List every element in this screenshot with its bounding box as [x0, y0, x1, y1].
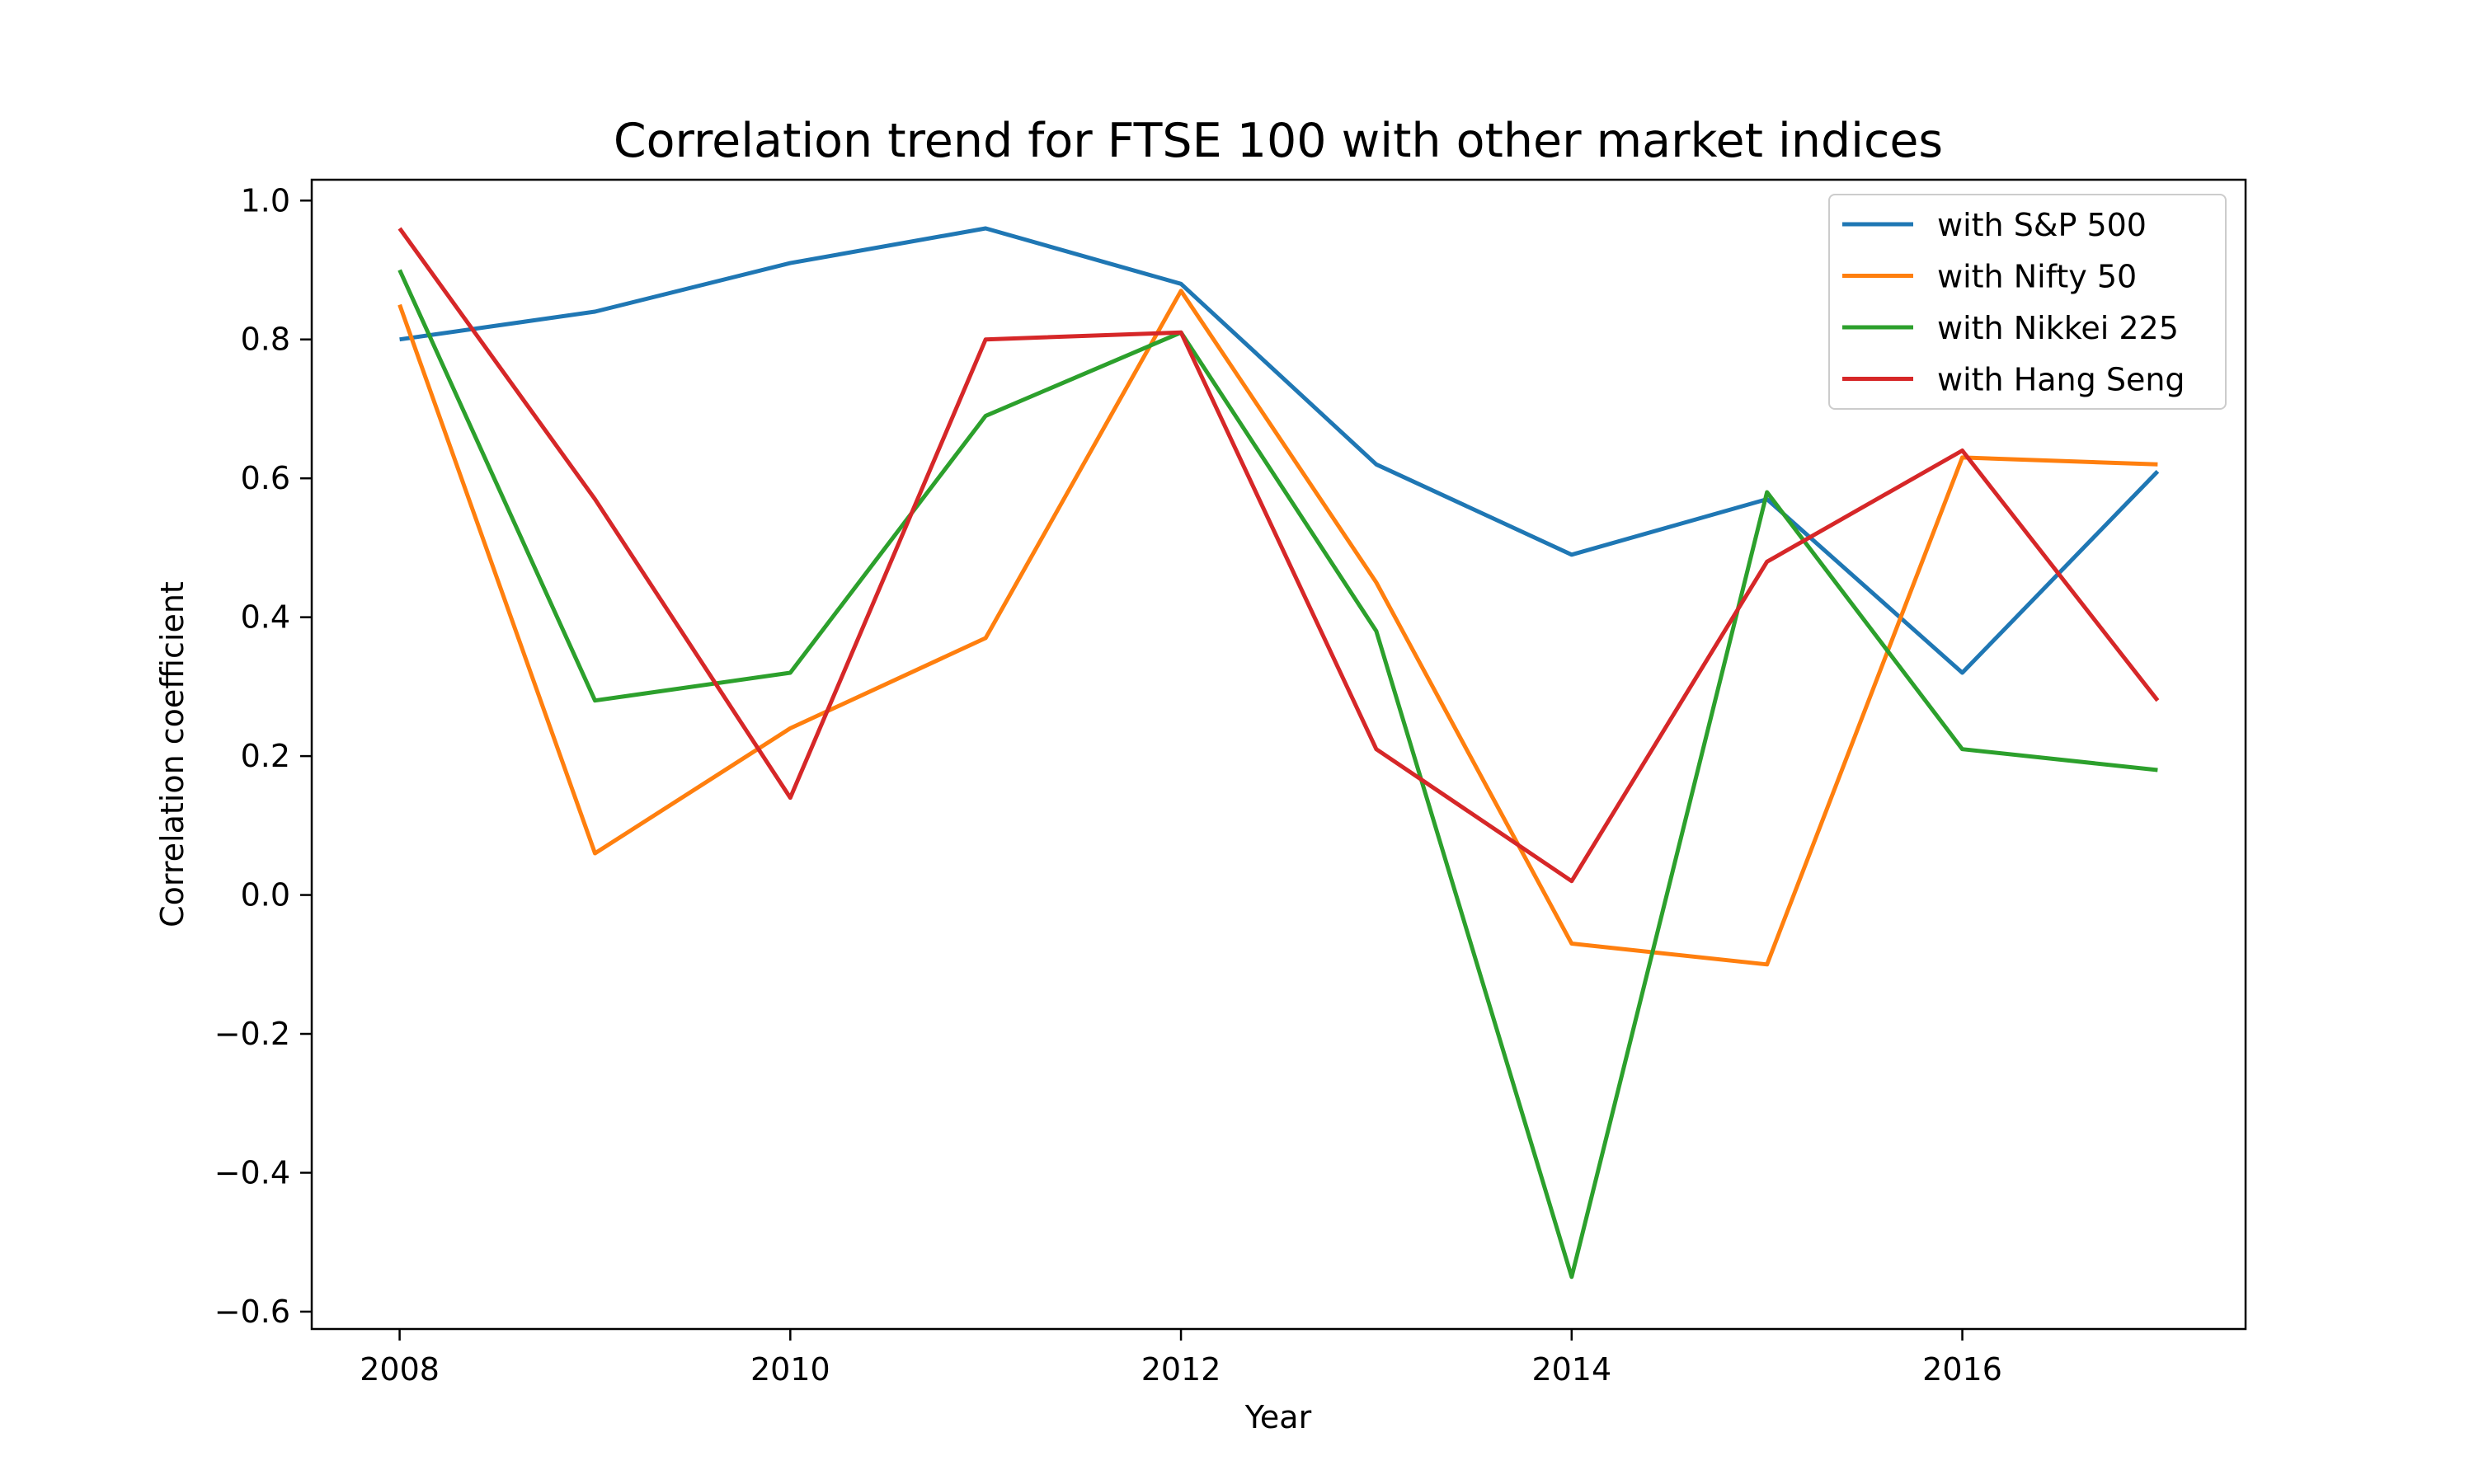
y-tick-label: 1.0: [241, 182, 290, 218]
series-line-1: [399, 226, 2160, 675]
y-axis: −0.6 −0.4 −0.2 0.0 0.2 0.4 0.6 0.8 1.0: [214, 182, 312, 1330]
series-line-3: [397, 269, 2158, 1280]
y-tick-label: −0.6: [214, 1294, 290, 1330]
plot-frame: [310, 178, 2247, 1331]
series-layer: [397, 226, 2160, 1280]
x-axis: 2008 2010 2012 2014 2016: [360, 1329, 2002, 1388]
legend-label-2: with Nifty 50: [1937, 259, 2137, 295]
y-tick-label: 0.6: [241, 460, 290, 496]
legend-label-1: with S&P 500: [1937, 207, 2147, 243]
y-tick-label: 0.2: [241, 738, 290, 774]
x-axis-label: Year: [1244, 1399, 1312, 1435]
y-tick-label: 0.0: [241, 877, 290, 913]
legend-label-3: with Nikkei 225: [1937, 310, 2179, 346]
x-tick-label: 2016: [1922, 1351, 2002, 1388]
legend: with S&P 500 with Nifty 50 with Nikkei 225…: [1828, 194, 2227, 410]
x-tick-label: 2010: [750, 1351, 830, 1388]
y-tick-label: 0.4: [241, 599, 290, 636]
legend-frame: [1828, 194, 2227, 410]
y-axis-label: Correlation coefficient: [154, 581, 190, 928]
chart-title: Correlation trend for FTSE 100 with othe…: [614, 114, 1943, 168]
y-tick-label: 0.8: [241, 322, 290, 358]
y-tick-label: −0.2: [214, 1016, 290, 1052]
x-tick-label: 2012: [1141, 1351, 1221, 1388]
y-tick-label: −0.4: [214, 1154, 290, 1190]
x-tick-label: 2014: [1531, 1351, 1611, 1388]
series-line-2: [397, 289, 2158, 967]
x-tick-label: 2008: [360, 1351, 440, 1388]
legend-label-4: with Hang Seng: [1937, 362, 2185, 398]
series-line-4: [397, 227, 2160, 884]
